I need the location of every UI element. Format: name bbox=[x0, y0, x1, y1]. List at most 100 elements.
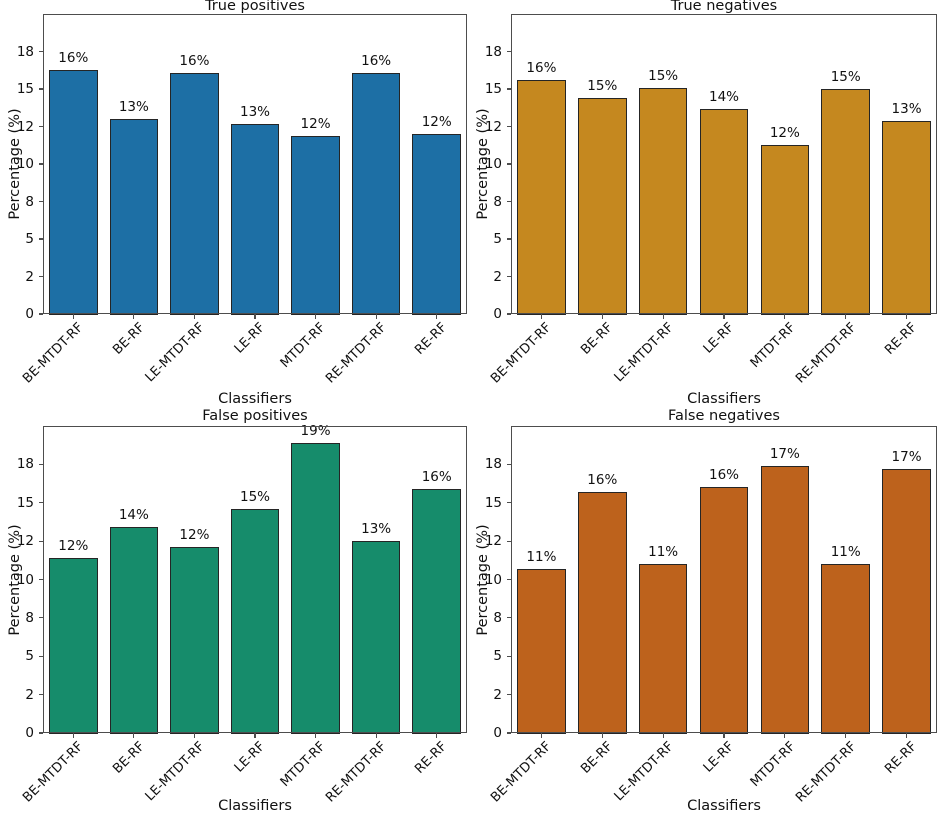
bar-RE-RF bbox=[882, 468, 931, 734]
bar-RE-RF bbox=[412, 488, 461, 734]
y-tick-label: 2 bbox=[493, 686, 502, 703]
x-tick-mark bbox=[905, 733, 908, 738]
y-tick-mark bbox=[38, 732, 43, 734]
y-tick-mark bbox=[506, 578, 511, 581]
bar-LE-RF bbox=[699, 108, 749, 315]
y-tick-label: 15 bbox=[16, 81, 34, 97]
y-tick-label: 12 bbox=[484, 533, 502, 550]
y-tick-mark bbox=[506, 238, 511, 240]
x-tick-label: MTDT-RF bbox=[747, 320, 799, 372]
x-tick-label: LE-MTDT-RF bbox=[611, 320, 677, 386]
y-tick-label: 0 bbox=[493, 306, 502, 322]
x-tick-label: BE-RF bbox=[578, 739, 616, 777]
y-tick-mark bbox=[506, 200, 511, 203]
x-tick-label: BE-MTDT-RF bbox=[20, 320, 87, 387]
x-tick-mark bbox=[540, 314, 543, 319]
bar-value-label: 13% bbox=[361, 521, 392, 538]
bar-RE-MTDT-RF bbox=[821, 89, 871, 315]
bar-LE-MTDT-RF bbox=[170, 72, 219, 315]
y-tick-mark bbox=[506, 463, 511, 465]
bar-MTDT-RF bbox=[760, 465, 810, 734]
y-tick-mark bbox=[506, 88, 511, 90]
bar-BE-RF bbox=[577, 492, 627, 734]
x-tick-mark bbox=[601, 314, 603, 319]
bar-BE-RF bbox=[109, 119, 159, 315]
bar-value-label: 14% bbox=[118, 507, 149, 524]
bar-value-label: 11% bbox=[526, 548, 557, 565]
x-tick-label: LE-MTDT-RF bbox=[142, 739, 209, 805]
x-tick-label: RE-MTDT-RF bbox=[792, 739, 860, 806]
bar-LE-RF bbox=[230, 508, 280, 734]
x-tick-mark bbox=[72, 733, 74, 738]
x-axis-label: Classifiers bbox=[687, 391, 761, 407]
y-axis-label: Percentage (%) bbox=[475, 108, 491, 220]
bar-value-label: 12% bbox=[58, 538, 89, 554]
bar-value-label: 12% bbox=[300, 115, 331, 132]
y-tick-mark bbox=[38, 578, 43, 581]
bar-LE-RF bbox=[699, 487, 749, 734]
y-tick-mark bbox=[38, 694, 43, 696]
y-tick-label: 15 bbox=[484, 81, 502, 97]
bar-value-label: 15% bbox=[830, 69, 861, 85]
y-tick-mark bbox=[506, 732, 511, 734]
y-tick-mark bbox=[38, 463, 43, 465]
y-tick-mark bbox=[506, 275, 511, 278]
y-tick-label: 10 bbox=[16, 156, 34, 172]
chart-title: True positives bbox=[205, 0, 305, 14]
bar-MTDT-RF bbox=[760, 144, 810, 315]
x-tick-mark bbox=[784, 733, 786, 738]
bar-value-label: 16% bbox=[587, 472, 618, 488]
bar-RE-MTDT-RF bbox=[821, 564, 871, 734]
bar-value-label: 13% bbox=[239, 103, 270, 120]
y-tick-mark bbox=[38, 502, 43, 504]
y-tick-label: 15 bbox=[484, 494, 502, 511]
y-tick-label: 15 bbox=[16, 494, 34, 511]
x-axis-label: Classifiers bbox=[218, 798, 292, 814]
x-tick-mark bbox=[723, 314, 725, 319]
y-tick-label: 8 bbox=[25, 609, 34, 626]
x-tick-mark bbox=[193, 733, 196, 738]
bar-value-label: 16% bbox=[708, 467, 739, 484]
bar-LE-MTDT-RF bbox=[638, 564, 688, 734]
bar-RE-RF bbox=[412, 134, 461, 315]
y-axis-label: Percentage (%) bbox=[7, 108, 23, 220]
x-tick-label: LE-RF bbox=[232, 739, 269, 776]
y-tick-label: 10 bbox=[16, 571, 34, 588]
y-tick-mark bbox=[506, 313, 511, 315]
bar-value-label: 16% bbox=[361, 52, 392, 69]
bar-RE-RF bbox=[882, 120, 931, 315]
y-tick-label: 2 bbox=[25, 686, 34, 703]
y-tick-label: 8 bbox=[493, 193, 502, 210]
y-tick-label: 18 bbox=[484, 456, 502, 473]
y-tick-label: 5 bbox=[493, 231, 502, 247]
x-tick-label: LE-RF bbox=[701, 320, 738, 357]
y-tick-mark bbox=[506, 694, 511, 696]
x-tick-label: BE-RF bbox=[578, 320, 616, 358]
x-tick-mark bbox=[436, 314, 438, 319]
y-tick-mark bbox=[38, 617, 43, 619]
y-tick-label: 5 bbox=[25, 231, 34, 247]
x-tick-label: BE-MTDT-RF bbox=[20, 739, 87, 806]
x-tick-label: RE-MTDT-RF bbox=[323, 739, 390, 806]
x-tick-mark bbox=[314, 314, 317, 319]
bar-BE-MTDT-RF bbox=[517, 568, 566, 734]
bar-value-label: 11% bbox=[648, 544, 679, 561]
x-tick-label: RE-RF bbox=[412, 739, 451, 777]
bar-value-label: 14% bbox=[708, 88, 739, 105]
bar-value-label: 17% bbox=[769, 445, 800, 462]
bar-value-label: 16% bbox=[526, 60, 557, 76]
bar-value-label: 15% bbox=[239, 488, 270, 505]
y-tick-label: 0 bbox=[25, 306, 34, 322]
y-tick-label: 8 bbox=[493, 609, 502, 626]
y-tick-mark bbox=[506, 125, 511, 128]
y-tick-label: 10 bbox=[484, 571, 502, 588]
y-tick-mark bbox=[38, 125, 43, 128]
x-tick-label: LE-MTDT-RF bbox=[611, 739, 677, 805]
x-tick-mark bbox=[133, 733, 135, 738]
bar-value-label: 11% bbox=[830, 544, 861, 561]
y-tick-mark bbox=[38, 238, 43, 240]
x-tick-label: BE-MTDT-RF bbox=[488, 320, 556, 387]
y-tick-mark bbox=[506, 50, 511, 53]
bar-BE-RF bbox=[109, 527, 159, 734]
bar-RE-MTDT-RF bbox=[351, 72, 401, 315]
